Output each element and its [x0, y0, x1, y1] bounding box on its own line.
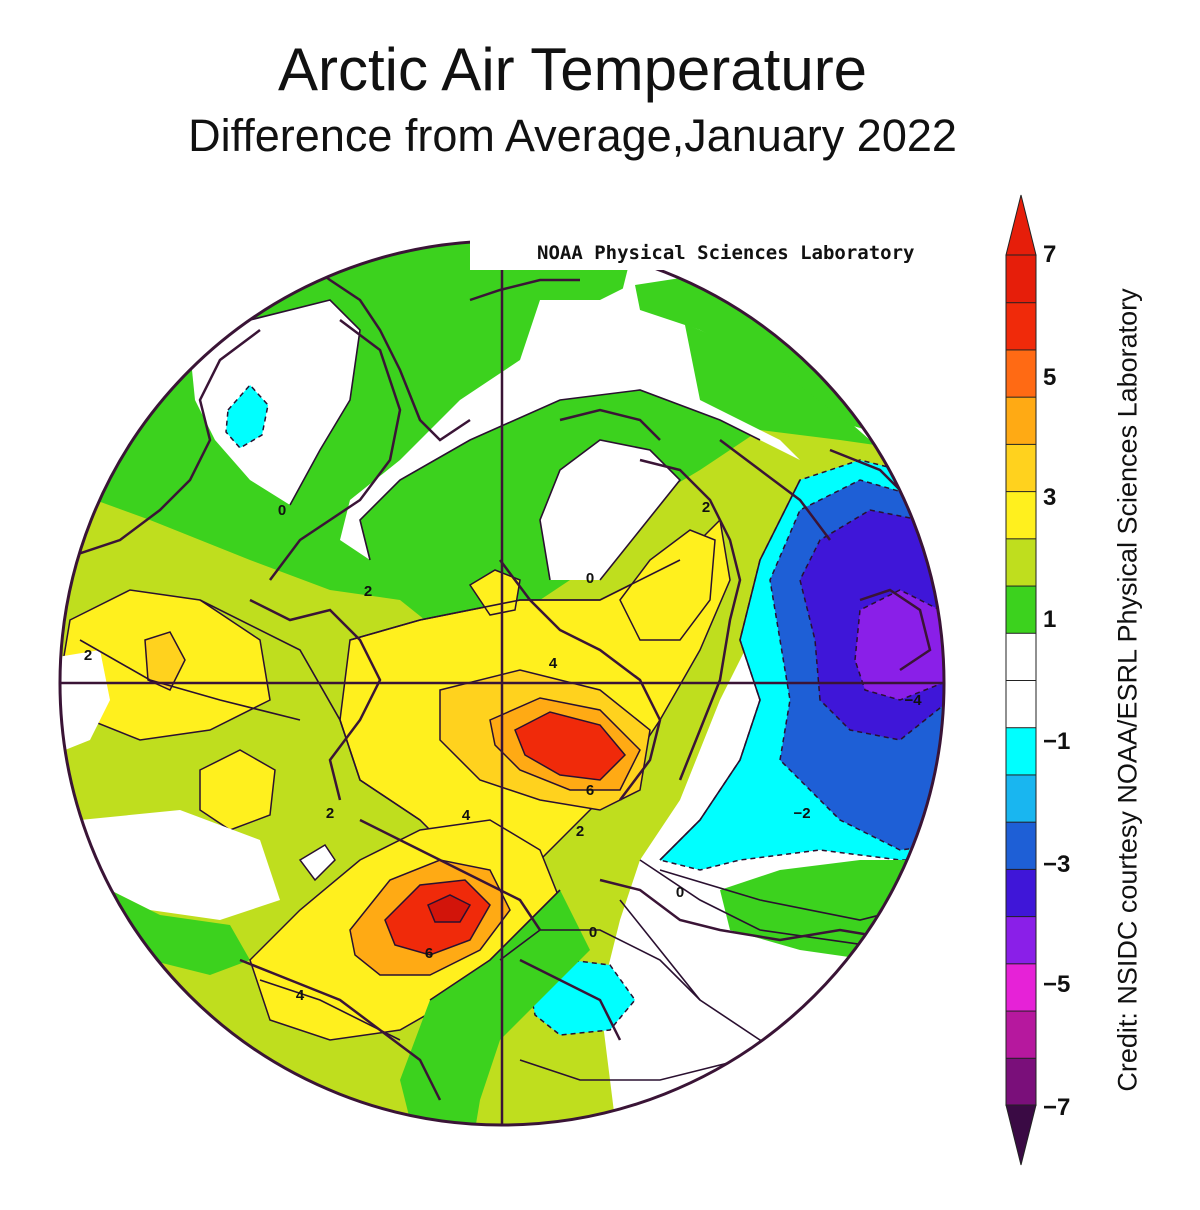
- colorbar-tick-label: 5: [1043, 364, 1057, 391]
- colorbar-segment: [1005, 585, 1037, 634]
- colorbar-top-arrow: [1005, 194, 1037, 256]
- contour-label: 2: [702, 499, 710, 516]
- colorbar-tick-label: 1: [1043, 606, 1057, 633]
- colorbar-segment: [1005, 726, 1037, 776]
- colorbar-segment: [1005, 490, 1037, 540]
- coastlines: [60, 249, 944, 1101]
- anomaly-plus-3-region: [619, 529, 716, 641]
- contour-label: −4: [904, 692, 922, 709]
- colorbar-segment: [1005, 254, 1037, 304]
- contour-label: 0: [586, 570, 594, 587]
- colorbar-segment: [1005, 1057, 1037, 1107]
- colorbar-segment: [1005, 821, 1037, 870]
- contour-label: 2: [364, 583, 372, 600]
- contour-label: 4: [549, 655, 558, 672]
- anomaly-field: [60, 241, 944, 1125]
- anomaly-plus-1-region: [90, 880, 250, 975]
- colorbar-bottom-arrow: [1005, 1104, 1037, 1166]
- contour-label: 6: [425, 945, 433, 962]
- colorbar-segment: [1005, 301, 1037, 351]
- contour-label: 2: [576, 823, 584, 840]
- attribution-label: NOAA Physical Sciences Laboratory: [537, 242, 915, 264]
- colorbar-tick-label: −3: [1043, 851, 1071, 878]
- anomaly-zero-region: [298, 843, 336, 882]
- colorbar-segment: [1005, 915, 1037, 965]
- colorbar-segment: [1005, 1010, 1037, 1059]
- colorbar-tick-label: 3: [1043, 484, 1057, 511]
- map-title: Arctic Air Temperature: [277, 36, 868, 103]
- colorbar-segment: [1005, 396, 1037, 445]
- contour-label: −2: [793, 805, 810, 822]
- anomaly-zero-region: [60, 650, 110, 760]
- anomaly-plus-6-region: [514, 711, 627, 781]
- contour-label-group: 0 0 0 0 2 2 2 2 2 4 4 4 6 6 −2 −4: [84, 499, 922, 1004]
- attribution-banner: [470, 238, 940, 270]
- colorbar-tick-label: −7: [1043, 1094, 1071, 1121]
- colorbar-segment: [1005, 679, 1037, 729]
- contour-label: 0: [676, 884, 684, 901]
- colorbar-segment: [1005, 443, 1037, 493]
- colorbar-tick-label: −5: [1043, 971, 1071, 998]
- anomaly-zero-region: [80, 810, 280, 920]
- contour-label: 0: [589, 924, 597, 941]
- colorbar-segment: [1005, 962, 1037, 1012]
- contour-label: 2: [326, 805, 334, 822]
- anomaly-minus-1-region: [225, 383, 269, 449]
- contour-label: 0: [278, 502, 286, 519]
- anomaly-zero-region: [340, 280, 800, 560]
- contour-label: 6: [586, 782, 594, 799]
- anomaly-plus-1-region: [400, 890, 590, 1125]
- colorbar-segment: [1005, 632, 1037, 681]
- map-subtitle: Difference from Average,January 2022: [188, 110, 957, 161]
- anomaly-plus-3-region: [468, 569, 521, 616]
- anomaly-plus-4-region: [144, 631, 186, 691]
- anomaly-plus-3-region: [199, 749, 276, 831]
- contour-label: 4: [462, 807, 471, 824]
- contour-label: 4: [296, 987, 305, 1004]
- colorbar-tick-label: −1: [1043, 728, 1071, 755]
- anomaly-plus-1-region: [635, 275, 900, 440]
- anomaly-zero-region: [540, 440, 680, 580]
- colorbar-segment: [1005, 868, 1037, 918]
- credit-label: Credit: NSIDC courtesy NOAA/ESRL Physica…: [1112, 288, 1143, 1092]
- colorbar-segment: [1005, 773, 1037, 823]
- contour-label: 2: [84, 647, 92, 664]
- anomaly-minus-4-region: [854, 589, 944, 701]
- anomaly-plus-7-region: [427, 894, 472, 923]
- colorbar-tick-label: 7: [1043, 241, 1057, 268]
- colorbar-segment: [1005, 537, 1037, 587]
- colorbar: [1005, 194, 1037, 1166]
- colorbar-segment: [1005, 348, 1037, 398]
